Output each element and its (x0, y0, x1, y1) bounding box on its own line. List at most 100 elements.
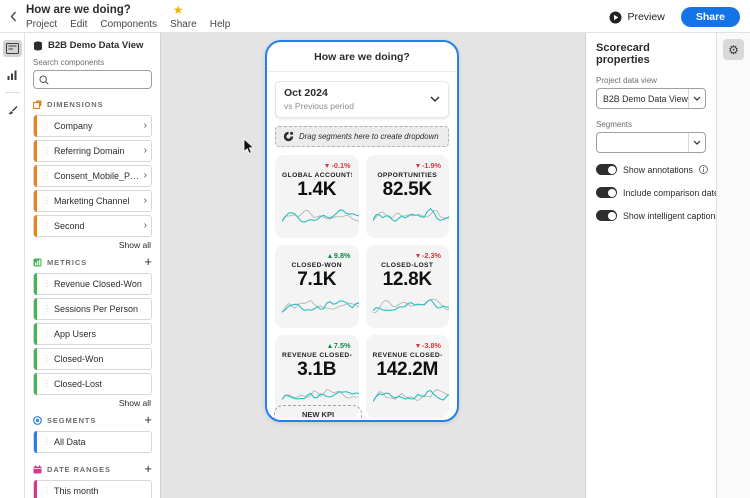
date-range-item-this-month[interactable]: ⋮ This month (33, 480, 152, 498)
toggle-row-show-intelligent-captions: Show intelligent captions (596, 210, 720, 221)
search-label: Search components (33, 58, 105, 67)
visualizations-panel-tab[interactable] (3, 66, 22, 83)
chevron-down-icon (688, 89, 705, 108)
chevron-right-icon[interactable]: › (143, 120, 147, 131)
segments-icon (33, 415, 42, 425)
share-button[interactable]: Share (680, 7, 740, 27)
search-input[interactable] (33, 70, 152, 89)
scorecard-icon (5, 43, 19, 54)
metric-item-sessions-per-person[interactable]: ⋮ Sessions Per Person (33, 298, 152, 320)
settings-gear-button[interactable]: ⚙ (723, 39, 744, 60)
segment-item-all-data[interactable]: ⋮ All Data (33, 431, 152, 453)
dimension-label: Consent_Mobile_Phone (54, 171, 141, 181)
metric-label: Closed-Won (54, 354, 104, 364)
kpi-value: 12.8K (382, 269, 433, 290)
dimension-item-marketing-channel[interactable]: ⋮ Marketing Channel › (33, 190, 152, 212)
menu-components[interactable]: Components (100, 19, 158, 30)
kpi-grid: -0.1% GLOBAL ACCOUNTS 1.4K -1.9% OPPORTU… (275, 155, 449, 418)
components-panel-tab[interactable] (2, 40, 22, 57)
chevron-right-icon[interactable]: › (143, 220, 147, 231)
metric-item-revenue-closed-won[interactable]: ⋮ Revenue Closed-Won (33, 273, 152, 295)
menu-project[interactable]: Project (26, 19, 58, 30)
left-icon-rail (0, 33, 25, 498)
kpi-label: REVENUE CLOSED-L... (372, 352, 443, 359)
kpi-tile-opportunities[interactable]: -1.9% OPPORTUNITIES 82.5K (365, 155, 449, 238)
menu-help[interactable]: Help (209, 19, 231, 30)
chevron-right-icon[interactable]: › (143, 195, 147, 206)
drag-handle-icon: ⋮ (43, 304, 51, 313)
kpi-tile-revenue-closed-won[interactable]: 7.5% REVENUE CLOSED-... 3.1B (275, 335, 359, 418)
kpi-label: CLOSED-LOST (381, 262, 434, 269)
change-arrow-icon (415, 343, 420, 348)
menu-bar: Project Edit Components Share Help (26, 19, 230, 30)
date-ranges-title: DATE RANGES (47, 464, 111, 474)
back-button[interactable] (0, 0, 26, 32)
menu-edit[interactable]: Edit (70, 19, 88, 30)
kpi-value: 3.1B (297, 359, 337, 380)
drag-handle-icon: ⋮ (43, 196, 51, 205)
title-block: How are we doing? ★ Project Edit Compone… (26, 0, 230, 32)
search-icon (39, 74, 49, 85)
metric-item-closed-won[interactable]: ⋮ Closed-Won (33, 348, 152, 370)
add-segment-button[interactable]: + (144, 412, 152, 427)
kpi-tile-closed-won[interactable]: 9.8% CLOSED-WON 7.1K (275, 245, 359, 328)
segments-field-label: Segments (596, 120, 633, 129)
segments-select[interactable] (596, 132, 706, 153)
kpi-tile-closed-lost[interactable]: -2.3% CLOSED-LOST 12.8K (365, 245, 449, 328)
preview-button[interactable]: Preview (609, 11, 665, 24)
selected-period: Oct 2024 (284, 87, 328, 99)
main-body: B2B Demo Data View Search components DIM… (0, 33, 750, 498)
scorecard-preview-frame[interactable]: How are we doing? Oct 2024 vs Previous p… (265, 40, 459, 422)
dimension-item-consent-mobile-phone[interactable]: ⋮ Consent_Mobile_Phone › (33, 165, 152, 187)
dimension-label: Company (54, 121, 93, 131)
metric-label: Revenue Closed-Won (54, 279, 142, 289)
dimension-item-second[interactable]: ⋮ Second › (33, 215, 152, 237)
include-comparison-dates-toggle[interactable] (596, 187, 617, 198)
data-view-icon (34, 41, 42, 50)
metrics-show-all-link[interactable]: Show all (118, 398, 151, 408)
data-view-row[interactable]: B2B Demo Data View (33, 40, 152, 51)
toggle-label: Include comparison dates (623, 187, 724, 198)
chevron-right-icon[interactable]: › (143, 145, 147, 156)
dimension-label: Second (54, 221, 85, 231)
add-metric-button[interactable]: + (144, 254, 152, 269)
toggle-row-include-comparison-dates: Include comparison dates (596, 187, 723, 198)
kpi-sparkline (282, 209, 359, 223)
metric-item-app-users[interactable]: ⋮ App Users (33, 323, 152, 345)
kpi-tile-revenue-closed-lost[interactable]: -3.8% REVENUE CLOSED-L... 142.2M (365, 335, 449, 418)
date-range-selector[interactable]: Oct 2024 vs Previous period (275, 81, 449, 118)
date-range-label: This month (54, 486, 99, 496)
kpi-change-badge: 7.5% (327, 341, 351, 350)
dimensions-show-all-link[interactable]: Show all (118, 240, 151, 250)
show-intelligent-captions-toggle[interactable] (596, 210, 617, 221)
segments-section-header: SEGMENTS + (33, 412, 152, 427)
kpi-label: OPPORTUNITIES (377, 172, 438, 179)
styles-panel-tab[interactable] (3, 102, 22, 119)
segment-drop-hint: Drag segments here to create dropdown (299, 132, 439, 141)
segment-drop-icon (283, 131, 294, 142)
add-date-range-button[interactable]: + (144, 461, 152, 476)
metric-item-closed-lost[interactable]: ⋮ Closed-Lost (33, 373, 152, 395)
info-icon[interactable] (698, 165, 708, 174)
comparison-period: vs Previous period (284, 101, 354, 111)
brush-icon (8, 106, 17, 115)
project-data-view-label: Project data view (596, 76, 657, 85)
kpi-label: REVENUE CLOSED-... (282, 352, 352, 359)
menu-share[interactable]: Share (170, 19, 197, 30)
scorecard-title: How are we doing? (267, 42, 457, 72)
project-data-view-value: B2B Demo Data View (603, 93, 688, 104)
kpi-tile-global-accounts[interactable]: -0.1% GLOBAL ACCOUNTS 1.4K (275, 155, 359, 238)
chevron-right-icon[interactable]: › (143, 170, 147, 181)
kpi-change-badge: -0.1% (325, 161, 351, 170)
toggle-row-show-annotations: Show annotations (596, 164, 708, 175)
new-kpi-button[interactable]: NEW KPI (274, 405, 362, 420)
project-data-view-select[interactable]: B2B Demo Data View (596, 88, 706, 109)
metrics-section-header: METRICS + (33, 254, 152, 269)
favorite-star-icon[interactable]: ★ (172, 3, 184, 17)
dimension-item-company[interactable]: ⋮ Company › (33, 115, 152, 137)
show-annotations-toggle[interactable] (596, 164, 617, 175)
segment-drop-zone[interactable]: Drag segments here to create dropdown (275, 126, 449, 147)
dimension-item-referring-domain[interactable]: ⋮ Referring Domain › (33, 140, 152, 162)
date-ranges-icon (33, 464, 42, 473)
header-actions: Preview Share (609, 7, 740, 27)
